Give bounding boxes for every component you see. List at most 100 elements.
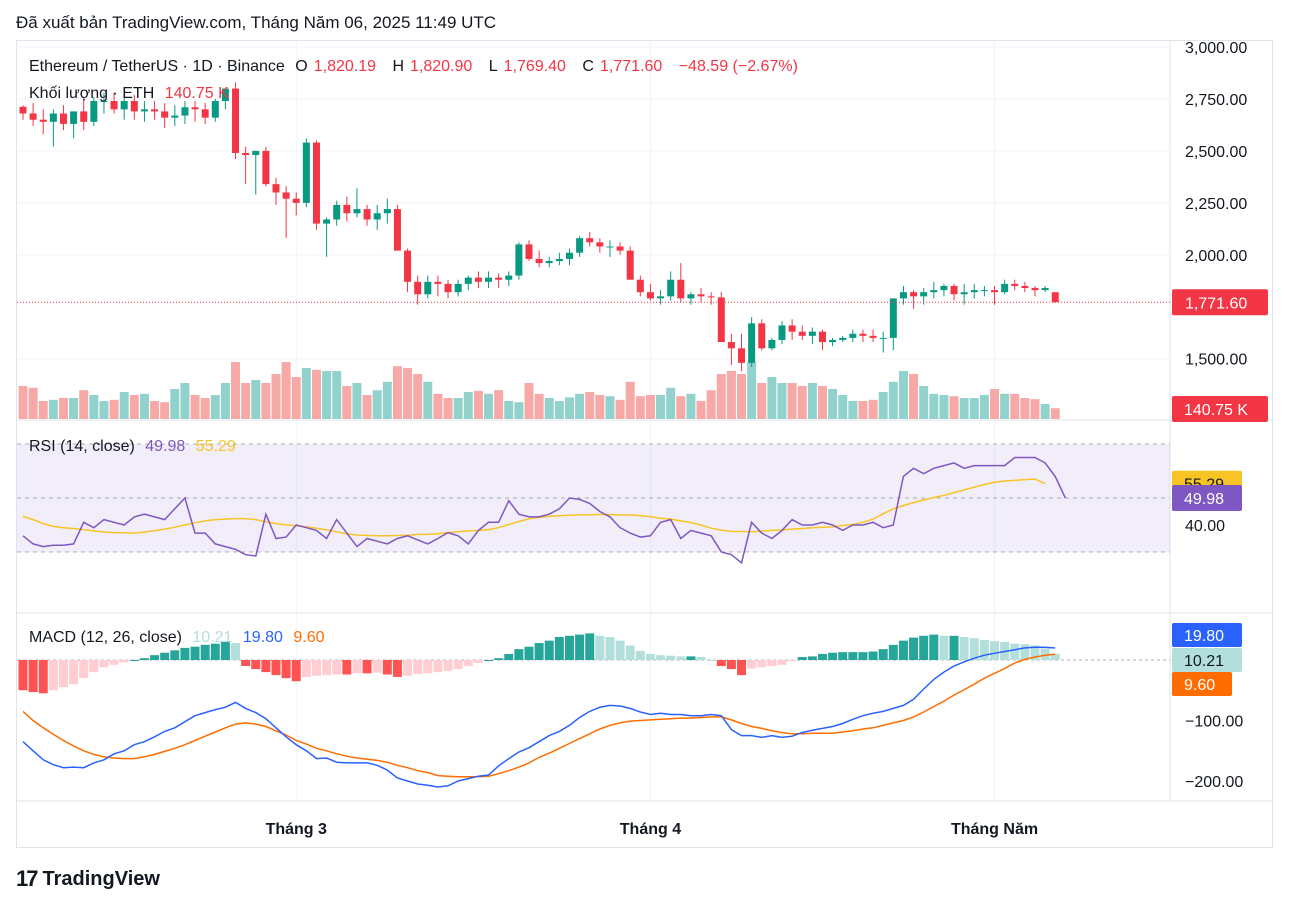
macd-histogram-bar bbox=[180, 647, 190, 660]
macd-histogram-bar bbox=[1030, 645, 1040, 660]
volume-bar bbox=[200, 398, 210, 419]
macd-histogram-bar bbox=[747, 660, 757, 669]
volume-bar bbox=[1030, 399, 1040, 419]
volume-bar bbox=[48, 399, 58, 419]
volume-bar bbox=[220, 383, 230, 419]
macd-histogram-bar bbox=[838, 652, 848, 660]
candle-body bbox=[424, 281, 432, 295]
volume-bar bbox=[473, 390, 483, 419]
volume-bar bbox=[180, 383, 190, 419]
tradingview-mark-icon: 17 bbox=[16, 866, 39, 891]
macd-histogram-bar bbox=[666, 655, 676, 660]
candle-body bbox=[29, 113, 37, 120]
volume-bar bbox=[524, 383, 534, 419]
candle-body bbox=[474, 277, 482, 282]
macd-histogram-bar bbox=[585, 633, 595, 660]
candle-body bbox=[404, 250, 412, 282]
volume-bar bbox=[514, 402, 524, 419]
macd-tick-label: −100.00 bbox=[1185, 714, 1243, 731]
candle-body bbox=[19, 106, 27, 114]
macd-signal-badge bbox=[1172, 672, 1232, 696]
candle-body bbox=[697, 294, 705, 297]
macd-histogram-bar bbox=[929, 634, 939, 660]
volume-value: 140.75 K bbox=[164, 85, 229, 102]
candle-body bbox=[39, 119, 47, 122]
macd-histogram-bar bbox=[99, 660, 109, 668]
macd-histogram-bar bbox=[544, 640, 554, 660]
macd-histogram-bar bbox=[939, 635, 949, 660]
candle-body bbox=[161, 111, 169, 118]
macd-histogram-bar bbox=[392, 660, 402, 677]
volume-bar bbox=[554, 401, 564, 419]
volume-bar bbox=[615, 399, 625, 419]
macd-histogram-bar bbox=[413, 660, 423, 674]
volume-bar bbox=[747, 362, 757, 419]
macd-histogram-bar bbox=[58, 660, 68, 688]
published-caption: Đã xuất bản TradingView.com, Tháng Năm 0… bbox=[16, 13, 497, 32]
volume-bar bbox=[534, 393, 544, 419]
macd-histogram-bar bbox=[1010, 643, 1020, 660]
macd-hist-value: 10.21 bbox=[192, 629, 233, 646]
volume-bar bbox=[160, 402, 170, 419]
macd-histogram-bar bbox=[443, 660, 453, 671]
volume-bar bbox=[676, 396, 686, 419]
chart-frame[interactable]: 3,000.00 2,750.00 2,500.00 2,250.00 2,000.00… bbox=[16, 40, 1273, 848]
price-tick-label: 3,000.00 bbox=[1185, 41, 1247, 57]
candle-body bbox=[80, 111, 88, 122]
candle-body bbox=[100, 101, 108, 103]
volume-bar bbox=[585, 392, 595, 419]
volume-bar bbox=[726, 371, 736, 419]
candle-body bbox=[980, 290, 988, 292]
macd-histogram-bar bbox=[362, 660, 372, 674]
volume-bar bbox=[413, 374, 423, 419]
candle-body bbox=[252, 150, 260, 156]
volume-bar bbox=[89, 395, 99, 419]
volume-bar bbox=[757, 383, 767, 419]
volume-bar bbox=[190, 395, 200, 419]
macd-histogram-bar bbox=[990, 641, 1000, 660]
volume-bar bbox=[645, 395, 655, 419]
rsi-badge-label: 49.98 bbox=[1184, 491, 1224, 508]
candle-body bbox=[920, 292, 928, 297]
candle-body bbox=[717, 297, 725, 343]
macd-histogram-bar bbox=[69, 660, 79, 685]
candle-body bbox=[930, 290, 938, 293]
candle-body bbox=[1041, 288, 1049, 291]
rsi-ma-line bbox=[22, 478, 1046, 537]
symbol-label[interactable]: Ethereum / TetherUS · 1D · Binance bbox=[29, 58, 285, 75]
candle-body bbox=[1021, 285, 1029, 289]
candle-body bbox=[383, 209, 391, 214]
macd-histogram-bar bbox=[817, 653, 827, 660]
macd-histogram-bar bbox=[433, 660, 443, 673]
macd-histogram-bar bbox=[332, 660, 342, 675]
candle-body bbox=[444, 283, 452, 293]
candle-body bbox=[849, 333, 857, 338]
candle-body bbox=[818, 331, 826, 343]
volume-bar bbox=[1000, 393, 1010, 419]
macd-histogram-bar bbox=[595, 635, 605, 660]
macd-histogram-bar bbox=[767, 660, 777, 667]
volume-bar bbox=[271, 374, 281, 419]
volume-bar bbox=[969, 398, 979, 419]
volume-label[interactable]: Khối lượng · ETH bbox=[29, 85, 155, 102]
volume-bar bbox=[372, 390, 382, 419]
candle-body bbox=[343, 204, 351, 214]
macd-hist-badge-label: 10.21 bbox=[1184, 653, 1224, 670]
candle-body bbox=[940, 285, 948, 291]
chart-canvas[interactable]: 3,000.00 2,750.00 2,500.00 2,250.00 2,000.00… bbox=[17, 41, 1272, 847]
volume-bar bbox=[241, 383, 251, 419]
candle-body bbox=[808, 331, 816, 336]
volume-bar bbox=[18, 386, 28, 419]
macd-histogram-bar bbox=[190, 646, 200, 660]
volume-bar bbox=[1020, 398, 1030, 419]
rsi-label[interactable]: RSI (14, close) bbox=[29, 438, 135, 455]
macd-histogram-bar bbox=[554, 637, 564, 660]
price-tick-label: 2,750.00 bbox=[1185, 92, 1247, 109]
candle-body bbox=[910, 292, 918, 297]
macd-histogram-bar bbox=[342, 660, 352, 675]
volume-bar bbox=[352, 383, 362, 419]
macd-label[interactable]: MACD (12, 26, close) bbox=[29, 629, 182, 646]
tradingview-logo[interactable]: 17 TradingView bbox=[16, 866, 160, 892]
volume-bar bbox=[929, 393, 939, 419]
volume-bar bbox=[575, 393, 585, 419]
